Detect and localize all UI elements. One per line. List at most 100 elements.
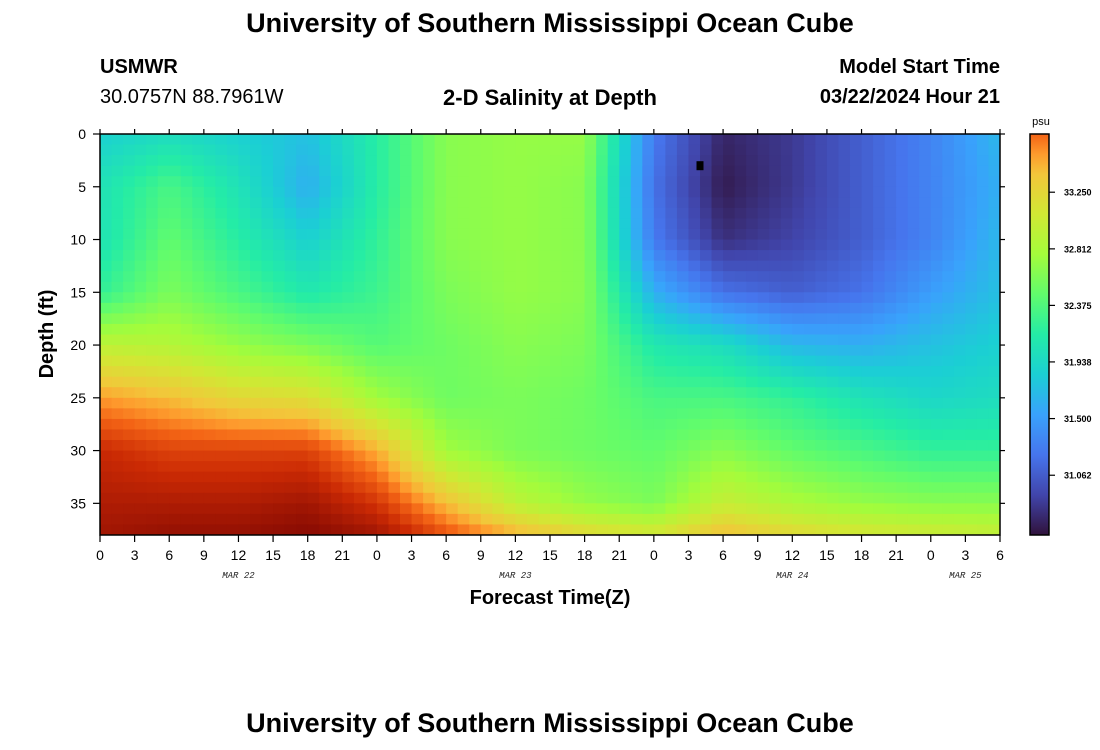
heatmap-cell (238, 207, 251, 220)
heatmap-cell (607, 292, 620, 304)
heatmap-cell (861, 186, 874, 198)
heatmap-cell (803, 461, 816, 473)
heatmap-cell (665, 323, 678, 336)
heatmap-cell (815, 492, 828, 504)
heatmap-cell (192, 186, 205, 198)
heatmap-cell (111, 292, 124, 304)
heatmap-cell (376, 376, 390, 388)
heatmap-cell (250, 271, 263, 283)
heatmap-cell (723, 345, 736, 357)
heatmap-cell (226, 165, 240, 177)
heatmap-cell (642, 418, 655, 431)
heatmap-cell (734, 281, 747, 293)
heatmap-cell (215, 461, 228, 473)
heatmap-cell (388, 239, 401, 251)
heatmap-cell (365, 355, 378, 367)
heatmap-cell (469, 334, 482, 346)
heatmap-cell (757, 197, 770, 209)
heatmap-cell (850, 155, 863, 167)
heatmap-cell (123, 302, 136, 314)
heatmap-cell (815, 186, 828, 198)
heatmap-cell (100, 207, 113, 220)
heatmap-cell (526, 471, 540, 483)
heatmap-cell (907, 429, 920, 441)
heatmap-cell (503, 239, 516, 251)
heatmap-cell (169, 418, 182, 431)
heatmap-cell (296, 176, 309, 188)
heatmap-cell (330, 271, 343, 283)
heatmap-cell (538, 366, 551, 378)
heatmap-cell (953, 471, 966, 483)
heatmap-cell (526, 302, 540, 314)
heatmap-cell (757, 524, 770, 535)
heatmap-cell (503, 397, 516, 409)
heatmap-cell (780, 218, 793, 230)
x-tick-label: 9 (200, 547, 208, 563)
heatmap-cell (192, 397, 205, 409)
heatmap-cell (261, 482, 274, 494)
heatmap-cell (376, 228, 390, 241)
heatmap-cell (942, 155, 955, 167)
heatmap-cell (965, 524, 978, 535)
heatmap-cell (930, 355, 943, 367)
heatmap-cell (134, 313, 147, 325)
heatmap-cell (873, 513, 886, 526)
heatmap-cell (100, 503, 113, 515)
heatmap-cell (953, 524, 966, 535)
heatmap-cell (942, 260, 955, 272)
heatmap-cell (434, 260, 447, 272)
heatmap-cell (169, 366, 182, 378)
heatmap-cell (261, 513, 274, 526)
heatmap-cell (850, 334, 863, 346)
heatmap-cell (896, 155, 909, 167)
heatmap-cell (953, 144, 966, 156)
heatmap-cell (573, 366, 586, 378)
heatmap-cell (780, 492, 793, 504)
heatmap-cell (746, 408, 759, 420)
y-axis-title: Depth (ft) (36, 290, 58, 379)
heatmap-cell (123, 186, 136, 198)
heatmap-cell (746, 471, 759, 483)
heatmap-cell (723, 165, 736, 177)
heatmap-cell (861, 345, 874, 357)
heatmap-cell (711, 345, 724, 357)
heatmap-cell (780, 271, 793, 283)
heatmap-cell (873, 387, 886, 399)
heatmap-cell (919, 482, 932, 494)
heatmap-cell (792, 387, 805, 399)
heatmap-cell (400, 323, 413, 336)
heatmap-cell (676, 134, 690, 146)
heatmap-cell (169, 450, 182, 462)
heatmap-cell (492, 228, 505, 241)
heatmap-cell (342, 323, 355, 336)
heatmap-cell (907, 302, 920, 314)
heatmap-cell (573, 408, 586, 420)
heatmap-cell (930, 492, 943, 504)
heatmap-cell (411, 144, 424, 156)
heatmap-cell (515, 323, 528, 336)
heatmap-cell (688, 366, 701, 378)
heatmap-cell (803, 355, 816, 367)
heatmap-cell (653, 207, 666, 220)
heatmap-cell (630, 313, 643, 325)
heatmap-cell (642, 218, 655, 230)
heatmap-cell (134, 334, 147, 346)
heatmap-cell (100, 471, 113, 483)
heatmap-cell (469, 503, 482, 515)
heatmap-cell (965, 186, 978, 198)
heatmap-cell (180, 144, 193, 156)
heatmap-cell (111, 513, 124, 526)
heatmap-cell (319, 271, 332, 283)
heatmap-cell (653, 228, 666, 241)
heatmap-cell (319, 250, 332, 262)
heatmap-cell (515, 271, 528, 283)
heatmap-cell (469, 239, 482, 251)
heatmap-cell (157, 218, 170, 230)
heatmap-cell (261, 323, 274, 336)
heatmap-cell (192, 513, 205, 526)
heatmap-cell (584, 281, 597, 293)
heatmap-cell (503, 228, 516, 241)
heatmap-cell (273, 471, 286, 483)
heatmap-cell (711, 313, 724, 325)
heatmap-cell (400, 492, 413, 504)
